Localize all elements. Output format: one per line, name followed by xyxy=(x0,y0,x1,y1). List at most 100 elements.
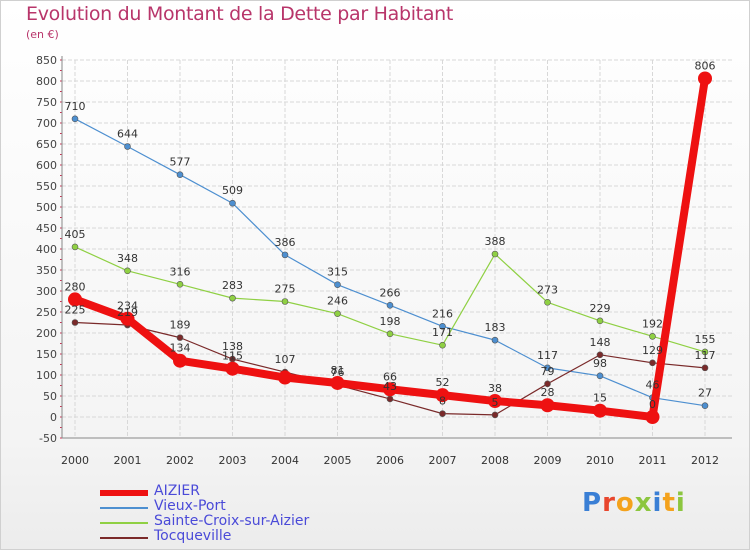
legend-label-sainte-croix: Sainte-Croix-sur-Aizier xyxy=(154,513,310,529)
data-label-tocqueville: 219 xyxy=(117,306,138,319)
data-point-aizier xyxy=(645,410,660,424)
data-label-aizier: 38 xyxy=(488,382,502,395)
data-point-tocqueville xyxy=(701,364,709,372)
data-label-sainte-croix-sur-aizier: 246 xyxy=(327,295,348,308)
x-tick-label: 2005 xyxy=(324,454,352,467)
x-tick-label: 2002 xyxy=(166,454,194,467)
logo-letter: t xyxy=(662,488,676,518)
data-label-sainte-croix-sur-aizier: 192 xyxy=(642,317,663,330)
data-point-aizier xyxy=(173,353,187,368)
x-tick-label: 2003 xyxy=(219,454,247,467)
data-label-tocqueville: 43 xyxy=(383,380,397,393)
y-tick-label: 0 xyxy=(50,411,57,424)
y-tick-label: 50 xyxy=(43,390,57,403)
data-label-aizier: 806 xyxy=(695,59,716,72)
data-point-sainte-croix-sur-aizier xyxy=(176,280,184,288)
data-point-tocqueville xyxy=(71,319,79,326)
data-label-sainte-croix-sur-aizier: 155 xyxy=(695,333,716,346)
data-point-vieux-port xyxy=(386,301,394,309)
legend-swatch-tocqueville xyxy=(100,537,148,539)
data-label-aizier: 15 xyxy=(593,392,607,405)
data-label-sainte-croix-sur-aizier: 198 xyxy=(380,315,401,328)
data-point-vieux-port xyxy=(71,115,79,123)
y-tick-label: 700 xyxy=(36,117,57,130)
data-point-vieux-port xyxy=(491,336,499,344)
logo-letter: o xyxy=(615,488,635,518)
data-label-sainte-croix-sur-aizier: 348 xyxy=(117,252,138,265)
data-point-tocqueville xyxy=(176,334,184,341)
data-label-sainte-croix-sur-aizier: 405 xyxy=(65,228,86,241)
legend-label-vieux-port: Vieux-Port xyxy=(154,498,226,514)
data-label-aizier: 0 xyxy=(649,398,656,411)
data-label-tocqueville: 8 xyxy=(439,395,446,408)
y-tick-label: 150 xyxy=(36,348,57,361)
data-point-aizier xyxy=(330,375,345,390)
data-label-aizier: 81 xyxy=(331,364,345,377)
y-tick-label: 350 xyxy=(36,264,57,277)
legend-item-tocqueville: Tocqueville xyxy=(100,528,400,545)
y-tick-label: 400 xyxy=(36,243,57,256)
x-tick-label: 2011 xyxy=(639,454,667,467)
data-label-aizier: 28 xyxy=(541,386,555,399)
legend-swatch-aizier xyxy=(100,490,148,496)
data-point-sainte-croix-sur-aizier xyxy=(334,310,341,317)
data-point-aizier xyxy=(488,394,502,409)
data-point-tocqueville xyxy=(491,411,499,419)
data-label-sainte-croix-sur-aizier: 283 xyxy=(222,279,243,292)
legend-item-aizier: AIZIER xyxy=(100,483,400,500)
data-point-tocqueville xyxy=(386,395,394,403)
data-point-vieux-port xyxy=(229,199,236,207)
y-tick-label: 850 xyxy=(36,54,57,67)
data-label-tocqueville: 79 xyxy=(541,365,555,378)
data-label-vieux-port: 117 xyxy=(537,349,558,362)
data-point-tocqueville xyxy=(544,380,551,388)
data-label-tocqueville: 129 xyxy=(642,344,663,357)
data-point-vieux-port xyxy=(281,251,289,259)
data-point-vieux-port xyxy=(334,281,341,289)
data-point-sainte-croix-sur-aizier xyxy=(124,267,131,275)
data-label-vieux-port: 183 xyxy=(485,321,506,334)
data-label-vieux-port: 27 xyxy=(698,387,712,400)
data-label-aizier: 134 xyxy=(170,342,191,355)
x-tick-label: 2008 xyxy=(481,454,509,467)
data-point-aizier xyxy=(593,403,607,418)
data-point-vieux-port xyxy=(124,143,131,150)
data-point-sainte-croix-sur-aizier xyxy=(701,348,709,356)
data-label-sainte-croix-sur-aizier: 388 xyxy=(485,235,506,248)
chart-title: Evolution du Montant de la Dette par Hab… xyxy=(26,3,454,25)
legend-swatch-vieux-port xyxy=(100,507,148,509)
proxiti-logo: Proxiti xyxy=(582,488,686,518)
data-label-vieux-port: 216 xyxy=(432,307,453,320)
data-label-tocqueville: 148 xyxy=(590,336,611,349)
x-tick-label: 2006 xyxy=(376,454,404,467)
y-tick-label: 600 xyxy=(36,159,57,172)
data-point-vieux-port xyxy=(596,372,604,380)
data-label-aizier: 234 xyxy=(117,300,138,313)
data-point-sainte-croix-sur-aizier xyxy=(544,299,551,306)
data-label-tocqueville: 76 xyxy=(331,366,345,379)
x-tick-label: 2010 xyxy=(586,454,614,467)
data-label-vieux-port: 98 xyxy=(593,357,607,370)
y-tick-label: 650 xyxy=(36,138,57,151)
logo-letter: i xyxy=(675,488,686,518)
y-tick-label: 800 xyxy=(36,75,57,88)
data-point-aizier xyxy=(225,361,240,376)
data-point-tocqueville xyxy=(439,410,446,417)
data-point-sainte-croix-sur-aizier xyxy=(71,243,79,251)
data-label-sainte-croix-sur-aizier: 229 xyxy=(590,302,611,315)
y-tick-label: 300 xyxy=(36,285,57,298)
legend-label-tocqueville: Tocqueville xyxy=(154,528,232,544)
data-label-vieux-port: 266 xyxy=(380,286,401,299)
data-point-sainte-croix-sur-aizier xyxy=(596,317,604,325)
data-point-sainte-croix-sur-aizier xyxy=(229,294,236,302)
x-tick-label: 2004 xyxy=(271,454,299,467)
data-point-aizier xyxy=(120,311,135,326)
data-label-tocqueville: 189 xyxy=(170,319,191,332)
data-label-aizier: 52 xyxy=(436,376,450,389)
y-tick-label: 250 xyxy=(36,306,57,319)
data-label-tocqueville: 138 xyxy=(222,340,243,353)
data-label-vieux-port: 315 xyxy=(327,266,348,279)
data-point-sainte-croix-sur-aizier xyxy=(649,333,656,340)
data-point-vieux-port xyxy=(701,402,709,409)
